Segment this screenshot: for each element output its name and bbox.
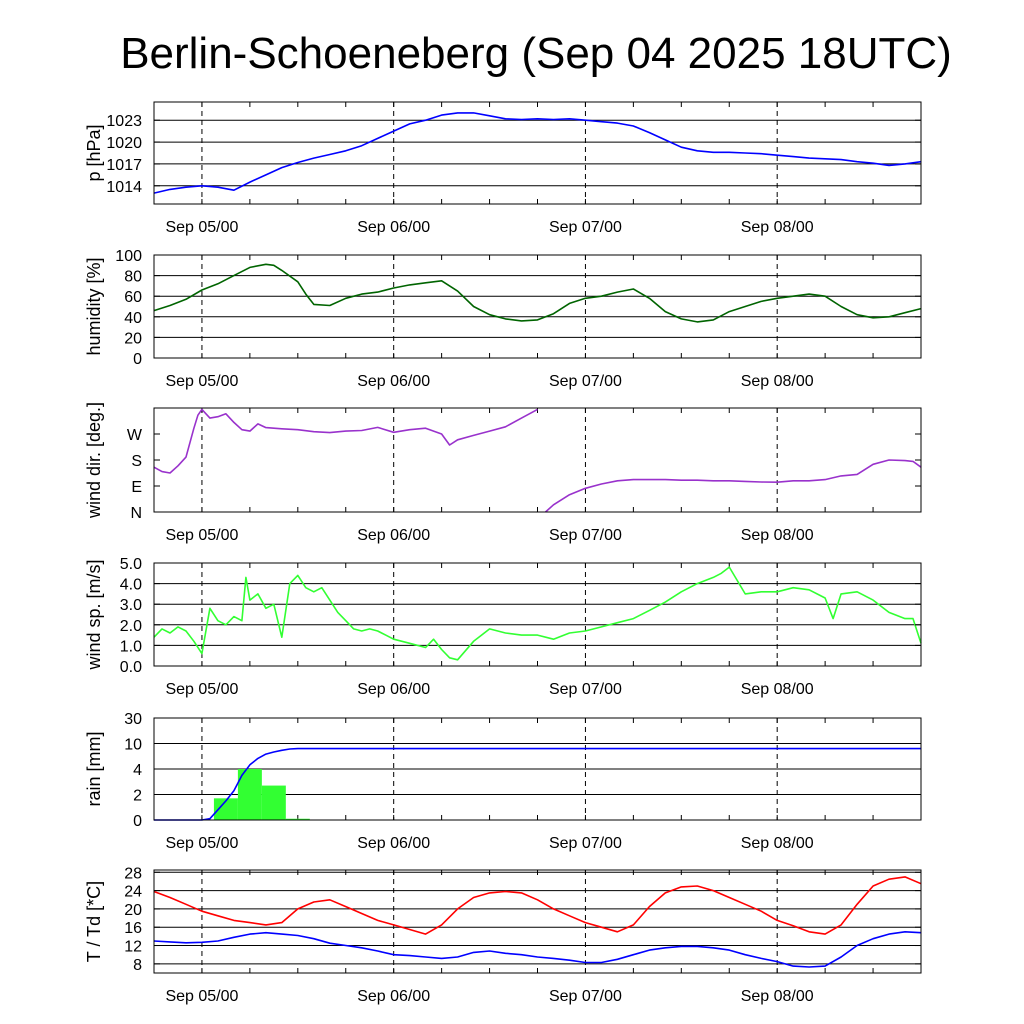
x-tick-label: Sep 05/00 [165,373,238,390]
y-axis-label: wind sp. [m/s] [84,559,104,670]
x-tick-label: Sep 05/00 [165,835,238,852]
panel-frame [153,101,922,205]
panel-frame [153,562,922,667]
panel-3: Sep 05/00 Sep 06/00 Sep 07/00 Sep 08/00 0.0 1… [84,556,922,698]
x-tick-label: Sep 08/00 [741,988,814,1005]
x-tick-label: Sep 05/00 [165,988,238,1005]
y-tick-label: 30 [124,711,142,728]
x-tick-label: Sep 07/00 [549,681,622,698]
x-tick-label: Sep 06/00 [357,527,430,544]
y-tick-label: 1017 [106,157,142,174]
x-tick-label: Sep 06/00 [357,681,430,698]
y-tick-label: 16 [124,920,142,937]
rain-bar [213,798,238,820]
y-tick-label: E [131,479,142,496]
x-tick-label: Sep 06/00 [357,373,430,390]
x-tick-label: Sep 05/00 [165,681,238,698]
y-tick-label: 12 [124,939,142,956]
panel-frame [153,717,922,821]
series-line [153,876,922,935]
x-tick-label: Sep 07/00 [549,373,622,390]
series-line [153,566,922,661]
y-tick-label: 8 [133,957,142,974]
panel-4: Sep 05/00 Sep 06/00 Sep 07/00 Sep 08/00 0 2 4 1… [84,711,922,852]
series-line [153,408,538,474]
y-tick-label: 5.0 [120,556,142,573]
y-axis-label: wind dir. [deg.] [84,402,104,519]
panel-frame [153,407,922,513]
series-line [544,459,922,513]
y-tick-label: 0.0 [120,659,142,676]
y-tick-label: 4 [133,762,142,779]
y-tick-label: 20 [124,902,142,919]
rain-bar [261,785,286,820]
y-axis-label: p [hPa] [84,124,104,181]
y-tick-label: 100 [115,248,142,265]
meteogram-panels: Sep 05/00 Sep 06/00 Sep 07/00 Sep 08/00 1014… [84,101,922,1005]
x-tick-label: Sep 08/00 [741,219,814,236]
y-tick-label: 10 [124,737,142,754]
series-line [153,930,922,968]
y-tick-label: 80 [124,269,142,286]
series-line [153,112,922,194]
y-tick-label: 20 [124,330,142,347]
y-axis-label: humidity [%] [84,257,104,355]
y-axis-label: rain [mm] [84,731,104,806]
y-tick-label: 28 [124,865,142,882]
x-tick-label: Sep 08/00 [741,373,814,390]
y-axis-label: T / Td [*C] [84,881,104,962]
x-tick-label: Sep 08/00 [741,681,814,698]
x-tick-label: Sep 07/00 [549,219,622,236]
y-tick-label: 0 [133,351,142,368]
y-tick-label: 2.0 [120,618,142,635]
y-tick-label: N [130,505,142,522]
y-tick-label: 2 [133,788,142,805]
panel-frame [153,254,922,359]
x-tick-label: Sep 06/00 [357,835,430,852]
rain-bar [237,769,262,820]
series-line [154,747,921,821]
y-tick-label: 1023 [106,113,142,130]
y-tick-label: 24 [124,884,142,901]
y-tick-label: 60 [124,289,142,306]
y-tick-label: 1020 [106,135,142,152]
panel-2: Sep 05/00 Sep 06/00 Sep 07/00 Sep 08/00 NESW… [84,402,922,544]
y-tick-label: W [127,427,143,444]
y-tick-label: 0 [133,813,142,830]
x-tick-label: Sep 07/00 [549,835,622,852]
y-tick-label: S [131,453,142,470]
y-tick-label: 1014 [106,179,142,196]
x-tick-label: Sep 08/00 [741,527,814,544]
x-tick-label: Sep 06/00 [357,988,430,1005]
x-tick-label: Sep 05/00 [165,219,238,236]
rain-bar [285,818,310,820]
series-line [153,263,922,323]
x-tick-label: Sep 06/00 [357,219,430,236]
y-tick-label: 3.0 [120,597,142,614]
panel-frame [153,869,922,974]
chart-title: Berlin-Schoeneberg (Sep 04 2025 18UTC) [120,29,952,78]
x-tick-label: Sep 05/00 [165,527,238,544]
y-tick-label: 4.0 [120,577,142,594]
y-tick-label: 40 [124,310,142,327]
y-tick-label: 1.0 [120,638,142,655]
x-tick-label: Sep 07/00 [549,527,622,544]
panel-5: Sep 05/00 Sep 06/00 Sep 07/00 Sep 08/00 812 1… [84,865,922,1005]
x-tick-label: Sep 08/00 [741,835,814,852]
panel-0: Sep 05/00 Sep 06/00 Sep 07/00 Sep 08/00 1014… [84,101,922,236]
panel-1: Sep 05/00 Sep 06/00 Sep 07/00 Sep 08/00 0 20 4… [84,248,922,390]
x-tick-label: Sep 07/00 [549,988,622,1005]
